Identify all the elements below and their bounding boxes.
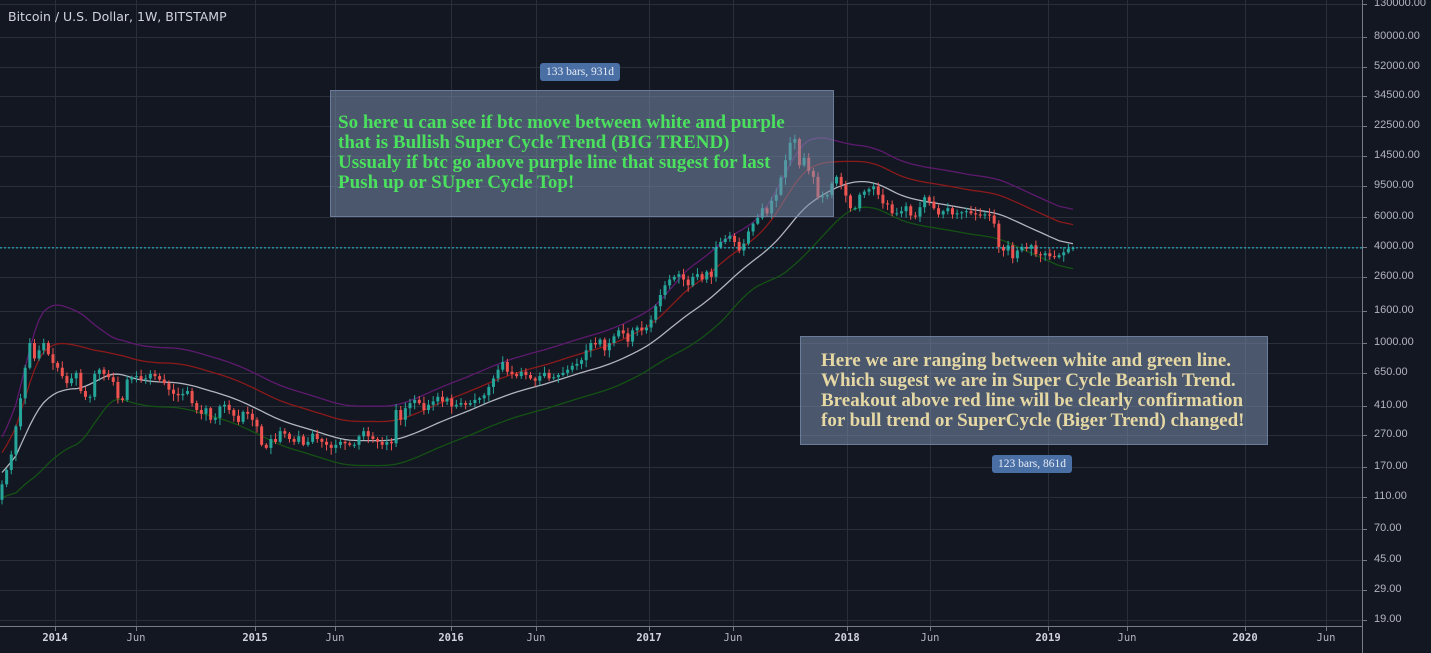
time-axis-label: Jun [1117, 632, 1137, 644]
price-axis-label: 9500.00 [1374, 179, 1414, 191]
price-axis-label: 1000.00 [1374, 336, 1414, 348]
time-axis-label: Jun [920, 632, 940, 644]
time-axis-label: 2018 [834, 632, 860, 644]
note-line: that is Bullish Super Cycle Trend (BIG T… [338, 132, 730, 153]
chart-title: Bitcoin / U.S. Dollar, 1W, BITSTAMP [8, 9, 227, 24]
time-axis-label: 2020 [1232, 632, 1258, 644]
price-axis-ticks [1362, 4, 1367, 621]
note-line: Which sugest we are in Super Cycle Beari… [821, 370, 1236, 391]
time-axis-label: 2016 [438, 632, 464, 644]
price-axis-label: 22500.00 [1374, 119, 1420, 131]
price-axis-label: 4000.00 [1374, 240, 1414, 252]
price-axis-label: 19.00 [1374, 613, 1402, 625]
time-axis-label: 2015 [242, 632, 268, 644]
price-axis-label: 1600.00 [1374, 304, 1414, 316]
note-line: Here we are ranging between white and gr… [821, 350, 1232, 371]
price-axis-label: 6000.00 [1374, 210, 1414, 222]
price-axis-label: 34500.00 [1374, 89, 1420, 101]
time-axis-label: Jun [526, 632, 546, 644]
price-axis-label: 2600.00 [1374, 270, 1414, 282]
measure-badge-1[interactable]: 133 bars, 931d [540, 63, 621, 81]
time-axis-label: 2019 [1035, 632, 1061, 644]
price-axis-label: 80000.00 [1374, 30, 1420, 42]
price-axis-label: 45.00 [1374, 553, 1402, 565]
price-axis-label: 70.00 [1374, 522, 1402, 534]
time-axis-ticks [55, 626, 1327, 631]
red-band-line [1, 160, 1074, 454]
note-line: Push up or SUper Cycle Top! [338, 172, 575, 193]
time-axis-label: Jun [325, 632, 345, 644]
time-axis-label: Jun [1316, 632, 1336, 644]
candlesticks [0, 134, 1075, 505]
time-axis-label: Jun [126, 632, 146, 644]
white-ma-line [1, 180, 1074, 473]
price-axis-label: 52000.00 [1374, 60, 1420, 72]
note-line: Breakout above red line will be clearly … [821, 390, 1244, 411]
price-axis-label: 110.00 [1374, 490, 1407, 502]
indicator-lines [1, 137, 1074, 499]
price-axis-label: 410.00 [1374, 399, 1408, 411]
time-axis-label: 2017 [636, 632, 662, 644]
time-axis-label: 2014 [42, 632, 68, 644]
price-axis-label: 170.00 [1374, 460, 1408, 472]
price-axis-label: 130000.00 [1374, 0, 1426, 9]
annotation-bear-note[interactable]: Here we are ranging between white and gr… [800, 336, 1268, 445]
green-band-line [1, 206, 1074, 499]
price-axis-label: 14500.00 [1374, 149, 1420, 161]
purple-band-line [1, 137, 1074, 438]
note-line: for bull trend or SuperCycle (Biger Tren… [821, 410, 1245, 431]
measure-badge-2[interactable]: 123 bars, 861d [992, 455, 1073, 473]
price-axis-label: 29.00 [1374, 583, 1402, 595]
time-axis-label: Jun [723, 632, 743, 644]
note-line: So here u can see if btc move between wh… [338, 112, 785, 133]
note-line: Ussualy if btc go above purple line that… [338, 152, 771, 173]
price-axis-label: 650.00 [1374, 366, 1408, 378]
annotation-bull-note[interactable]: So here u can see if btc move between wh… [330, 90, 834, 217]
price-axis-label: 270.00 [1374, 428, 1408, 440]
